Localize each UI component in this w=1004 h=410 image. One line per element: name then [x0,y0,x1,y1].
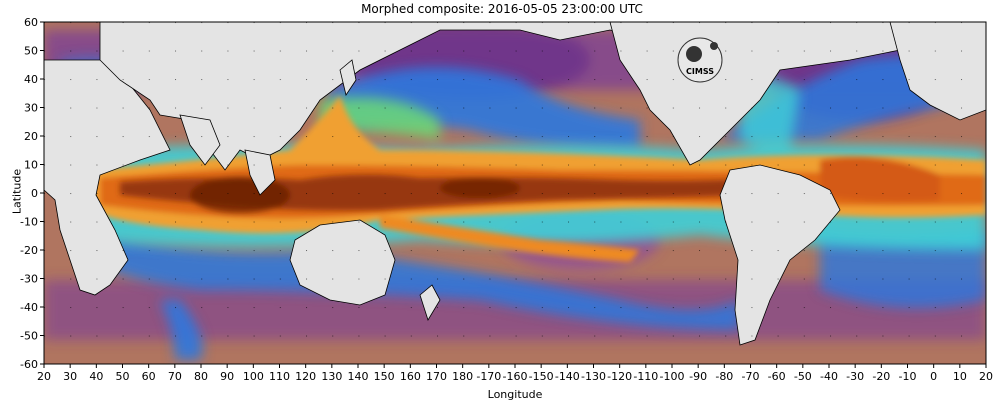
x-tick-label: 130 [321,370,342,383]
x-tick-label: -100 [660,370,685,383]
x-tick-label: -80 [715,370,733,383]
x-tick-label: -150 [529,370,554,383]
x-tick-label: -40 [820,370,838,383]
x-axis-ticks: 20 30 40 50 60 70 80 90 100 110 120 130 140 150 160 170… [37,364,993,383]
graticule [44,22,986,364]
x-tick-label: 0 [930,370,937,383]
x-tick-label: 50 [116,370,130,383]
map-field [44,22,986,364]
x-tick-label: 80 [194,370,208,383]
y-tick-label: -20 [20,244,38,257]
x-tick-label: 90 [220,370,234,383]
x-tick-label: 150 [374,370,395,383]
x-tick-label: -160 [503,370,528,383]
x-tick-label: 70 [168,370,182,383]
y-tick-label: 30 [24,102,38,115]
y-tick-label: 20 [24,130,38,143]
x-tick-label: 180 [452,370,473,383]
x-tick-label: 60 [142,370,156,383]
x-tick-label: -30 [846,370,864,383]
x-tick-label: -130 [581,370,606,383]
x-tick-label: -70 [742,370,760,383]
map-title: Morphed composite: 2016-05-05 23:00:00 U… [361,2,643,16]
x-tick-label: 120 [295,370,316,383]
x-tick-label: 40 [89,370,103,383]
y-tick-label: -40 [20,301,38,314]
y-tick-label: -10 [20,216,38,229]
x-tick-label: 20 [37,370,51,383]
x-tick-label: 10 [953,370,967,383]
x-tick-label: -110 [633,370,658,383]
y-tick-label: 10 [24,159,38,172]
x-tick-label: -50 [794,370,812,383]
y-tick-label: 60 [24,16,38,29]
x-tick-label: 20 [979,370,993,383]
y-tick-label: 0 [31,187,38,200]
x-tick-label: 110 [269,370,290,383]
y-tick-label: -60 [20,358,38,371]
x-tick-label: 140 [348,370,369,383]
x-tick-label: -90 [689,370,707,383]
y-axis-label: Latitude [10,168,24,215]
y-tick-label: 40 [24,73,38,86]
y-axis-ticks: 60 50 40 30 20 10 0 -10 -20 -30 -40 -50 -60 [20,16,44,371]
x-tick-label: -170 [476,370,501,383]
y-tick-label: -50 [20,330,38,343]
x-tick-label: -120 [607,370,632,383]
cimss-logo: CIMSS [677,37,723,83]
x-axis-label: Longitude [487,388,543,401]
x-tick-label: -140 [555,370,580,383]
x-tick-label: 30 [63,370,77,383]
x-tick-label: 170 [426,370,447,383]
y-tick-label: -30 [20,273,38,286]
y-tick-label: 50 [24,45,38,58]
x-tick-label: -20 [872,370,890,383]
x-tick-label: -60 [768,370,786,383]
x-tick-label: 100 [243,370,264,383]
logo-text: CIMSS [686,67,714,76]
x-tick-label: 160 [400,370,421,383]
x-tick-label: -10 [899,370,917,383]
